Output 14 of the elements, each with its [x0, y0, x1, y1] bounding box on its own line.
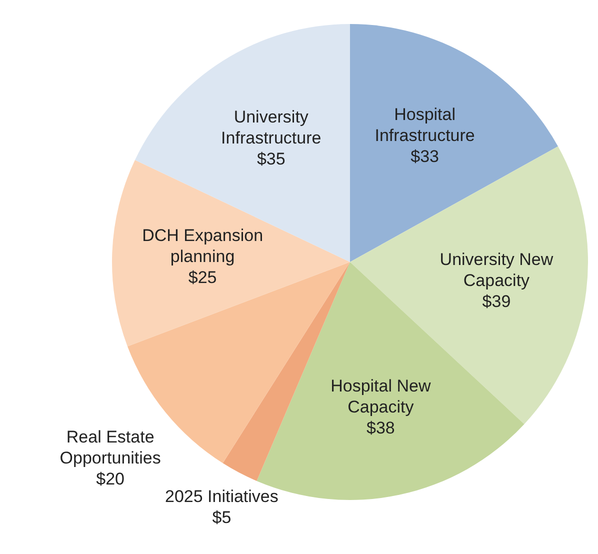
slice-label: Real Estate Opportunities [60, 428, 161, 468]
data-label: $33 [410, 146, 439, 166]
data-label: $25 [188, 268, 217, 288]
slice-label: Hospital New Capacity [330, 376, 432, 416]
data-label: $35 [256, 149, 286, 168]
data-label: $20 [96, 470, 125, 489]
data-label: $39 [482, 292, 511, 311]
data-label: $38 [366, 418, 395, 438]
slice-label: University Infrastructure [221, 107, 322, 148]
slice-label: University New Capacity [440, 250, 554, 290]
slice-label: DCH Expansion planning [142, 226, 264, 266]
data-label: $5 [212, 508, 232, 527]
slice-label: Hospital Infrastructure [374, 104, 475, 145]
slice-label: 2025 Initiatives [164, 486, 278, 506]
